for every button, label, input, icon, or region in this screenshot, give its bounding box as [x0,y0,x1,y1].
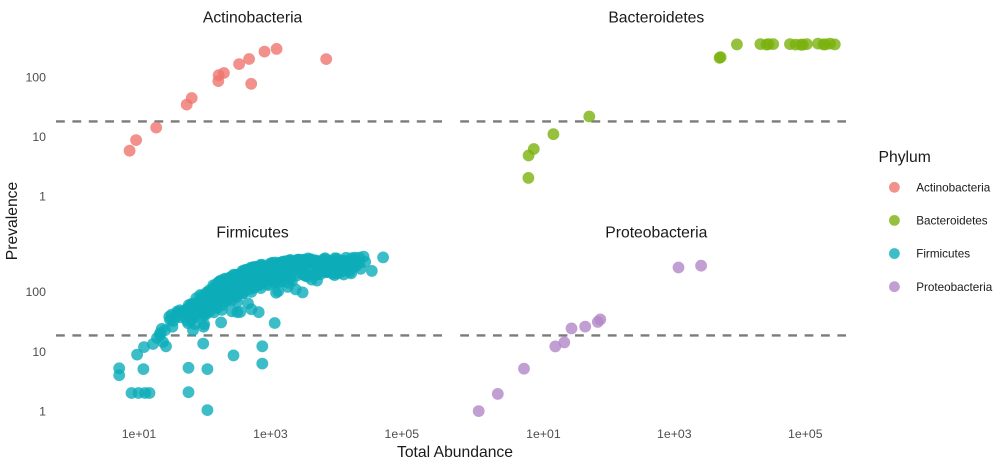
svg-text:1: 1 [39,190,46,204]
svg-text:100: 100 [25,285,46,299]
svg-text:1e+03: 1e+03 [657,427,692,441]
svg-text:Phylum: Phylum [879,149,931,166]
svg-text:1e+05: 1e+05 [385,427,420,441]
svg-text:Prevalence: Prevalence [4,181,21,260]
svg-text:Proteobacteria: Proteobacteria [916,281,993,294]
svg-text:1: 1 [39,405,46,419]
svg-text:10: 10 [32,130,46,144]
svg-text:1e+01: 1e+01 [122,427,157,441]
svg-text:Bacteroidetes: Bacteroidetes [916,215,988,228]
svg-text:1e+01: 1e+01 [526,427,561,441]
svg-text:Bacteroidetes: Bacteroidetes [608,10,704,27]
svg-text:1e+03: 1e+03 [253,427,288,441]
svg-text:Total Abundance: Total Abundance [397,444,513,461]
svg-text:Firmicutes: Firmicutes [916,248,970,261]
svg-text:Actinobacteria: Actinobacteria [916,182,991,195]
svg-text:10: 10 [32,345,46,359]
svg-text:Actinobacteria: Actinobacteria [203,10,303,27]
svg-text:Proteobacteria: Proteobacteria [605,224,707,241]
svg-text:100: 100 [25,70,46,84]
svg-text:Firmicutes: Firmicutes [216,224,288,241]
svg-text:1e+05: 1e+05 [788,427,823,441]
